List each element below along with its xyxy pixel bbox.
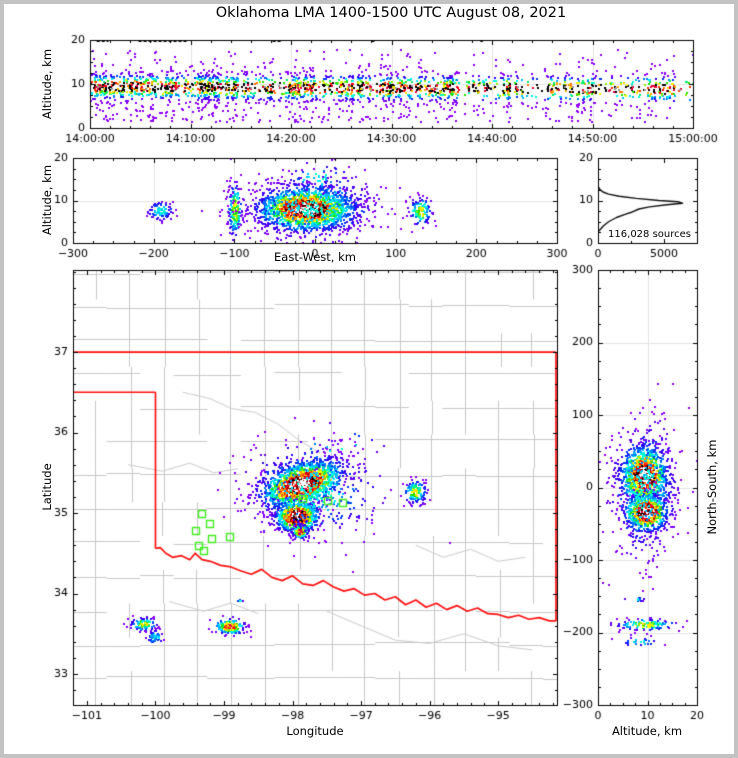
lma-figure: Oklahoma LMA 1400-1500 UTC August 08, 20…: [0, 0, 738, 758]
lma-plots-canvas: [0, 0, 738, 758]
